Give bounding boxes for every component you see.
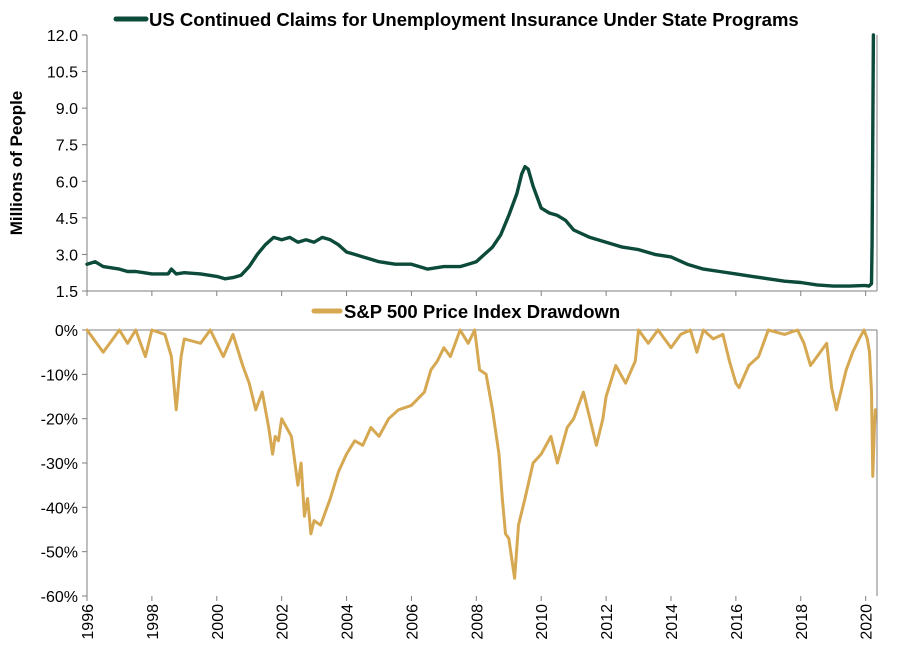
drawdown-x-tick-label: 2000: [210, 604, 227, 640]
drawdown-x-tick-label: 2016: [729, 604, 746, 640]
claims-x-ticks: [87, 291, 866, 296]
drawdown-x-tick-label: 2014: [664, 604, 681, 640]
claims-panel: US Continued Claims for Unemployment Ins…: [7, 9, 877, 301]
drawdown-x-tick-label: 2002: [275, 604, 292, 640]
drawdown-y-tick-label: -40%: [41, 500, 78, 517]
drawdown-x-tick-label: 1998: [145, 604, 162, 640]
drawdown-y-tick-label: -20%: [41, 412, 78, 429]
drawdown-panel: S&P 500 Price Index Drawdown 0% -10% -20% -…: [41, 301, 877, 640]
drawdown-y-tick-label: -50%: [41, 545, 78, 562]
drawdown-y-ticks: 0% -10% -20% -30% -40% -50% -60%: [41, 323, 87, 606]
drawdown-x-tick-label: 2008: [469, 604, 486, 640]
claims-y-tick-label: 9.0: [56, 101, 78, 118]
drawdown-legend-text: S&P 500 Price Index Drawdown: [344, 301, 620, 322]
claims-y-tick-label: 12.0: [47, 28, 78, 45]
drawdown-x-tick-label: 2010: [534, 604, 551, 640]
drawdown-x-tick-label: 2006: [404, 604, 421, 640]
claims-y-tick-label: 10.5: [47, 65, 78, 82]
claims-legend-text: US Continued Claims for Unemployment Ins…: [149, 9, 799, 30]
drawdown-y-tick-label: -10%: [41, 367, 78, 384]
drawdown-x-tick-label: 2004: [340, 604, 357, 640]
claims-y-axis-label: Millions of People: [7, 91, 26, 236]
drawdown-x-ticks: 1996 1998 2000 2002 2004 2006 2008 2010 2012 2014…: [80, 596, 876, 640]
drawdown-y-tick-label: -30%: [41, 456, 78, 473]
claims-series-line: [87, 35, 873, 286]
claims-y-tick-label: 4.5: [56, 211, 78, 228]
chart-root: US Continued Claims for Unemployment Ins…: [0, 0, 900, 667]
drawdown-x-tick-label: 1996: [80, 604, 97, 640]
drawdown-x-tick-label: 2020: [859, 604, 876, 640]
drawdown-y-tick-label: -60%: [41, 589, 78, 606]
drawdown-x-tick-label: 2018: [794, 604, 811, 640]
claims-y-tick-label: 3.0: [56, 247, 78, 264]
drawdown-y-tick-label: 0%: [55, 323, 78, 340]
chart-svg: US Continued Claims for Unemployment Ins…: [0, 0, 900, 667]
drawdown-x-tick-label: 2012: [599, 604, 616, 640]
claims-y-ticks: 12.0 10.5 9.0 7.5 6.0 4.5 3.0 1.5: [47, 28, 87, 301]
drawdown-series-line: [87, 330, 875, 578]
claims-y-tick-label: 1.5: [56, 284, 78, 301]
claims-y-tick-label: 7.5: [56, 138, 78, 155]
claims-y-tick-label: 6.0: [56, 174, 78, 191]
